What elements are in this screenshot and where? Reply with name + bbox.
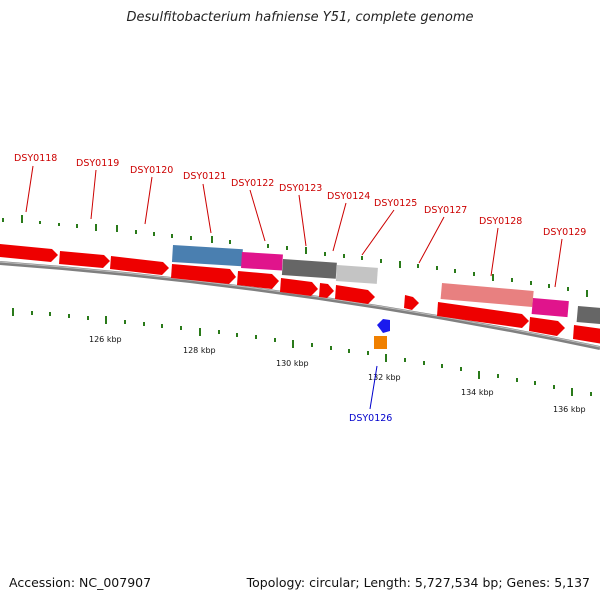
gene-arrow bbox=[404, 295, 419, 310]
scale-label-132: 132 kbp bbox=[368, 373, 401, 382]
gene-label-dsy0122[interactable]: DSY0122 bbox=[231, 178, 274, 189]
gene-arrow bbox=[171, 264, 236, 284]
gene-label-dsy0127[interactable]: DSY0127 bbox=[424, 205, 467, 216]
accession-label: Accession: NC_007907 bbox=[9, 575, 152, 590]
gene-arrow bbox=[335, 285, 375, 304]
feature-magenta bbox=[531, 298, 569, 318]
feature-blue bbox=[171, 244, 243, 267]
gene-label-dsy0129[interactable]: DSY0129 bbox=[543, 227, 586, 238]
gene-label-dsy0118[interactable]: DSY0118 bbox=[14, 153, 57, 164]
lower-tick-row bbox=[12, 308, 592, 396]
gene-arrow bbox=[319, 283, 334, 298]
scale-label-134: 134 kbp bbox=[461, 388, 494, 397]
feature-light-gray bbox=[335, 265, 378, 284]
feature-magenta bbox=[241, 252, 283, 271]
gene-label-dsy0125[interactable]: DSY0125 bbox=[374, 198, 417, 209]
upper-tick-row bbox=[2, 215, 588, 297]
gene-label-dsy0126[interactable]: DSY0126 bbox=[349, 413, 392, 424]
gene-arrow bbox=[437, 302, 529, 328]
scale-label-130: 130 kbp bbox=[276, 359, 309, 368]
gene-arrow bbox=[529, 317, 565, 336]
gene-label-dsy0120[interactable]: DSY0120 bbox=[130, 165, 173, 176]
map-title: Desulfitobacterium hafniense Y51, comple… bbox=[126, 10, 474, 25]
scale-label-126: 126 kbp bbox=[89, 335, 122, 344]
gene-arrow bbox=[110, 256, 169, 275]
small-orange-feature bbox=[374, 336, 387, 349]
gene-arrow bbox=[59, 251, 110, 268]
label-connector-blue bbox=[369, 365, 378, 410]
gene-label-dsy0119[interactable]: DSY0119 bbox=[76, 158, 119, 169]
top-strand-row-2 bbox=[171, 264, 600, 344]
feature-dark-gray bbox=[576, 306, 600, 325]
scale-label-136: 136 kbp bbox=[553, 405, 586, 414]
gene-arrow bbox=[237, 271, 279, 289]
genome-summary: Topology: circular; Length: 5,727,534 bp… bbox=[246, 575, 590, 590]
gene-label-dsy0121[interactable]: DSY0121 bbox=[183, 171, 226, 182]
genome-backbone bbox=[0, 261, 600, 350]
label-connectors bbox=[25, 165, 563, 288]
gene-label-dsy0128[interactable]: DSY0128 bbox=[479, 216, 522, 227]
small-blue-feature bbox=[377, 319, 390, 333]
feature-dark-gray bbox=[281, 259, 337, 279]
gene-arrow bbox=[573, 325, 600, 344]
gene-arrow bbox=[0, 244, 58, 262]
scale-label-128: 128 kbp bbox=[183, 346, 216, 355]
top-strand-row-1 bbox=[0, 244, 600, 325]
gene-label-dsy0123[interactable]: DSY0123 bbox=[279, 183, 322, 194]
gene-label-dsy0124[interactable]: DSY0124 bbox=[327, 191, 370, 202]
feature-salmon bbox=[440, 283, 534, 307]
gene-arrow bbox=[280, 278, 318, 296]
